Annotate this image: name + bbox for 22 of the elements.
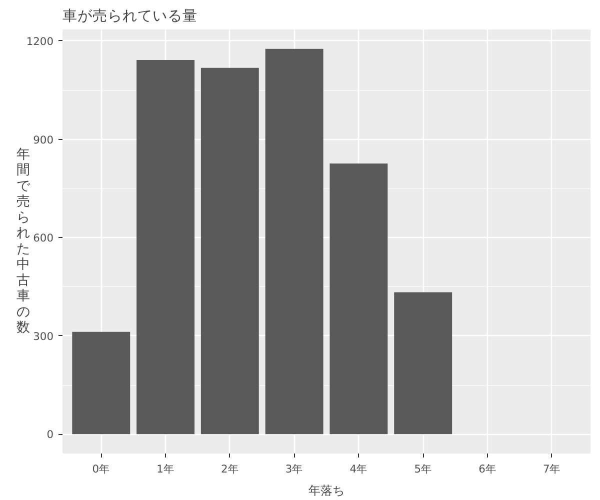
text: 年間で売られた中古車の数 (16, 147, 30, 336)
bar (394, 292, 452, 434)
x-axis-title: 年落ち (308, 484, 344, 498)
x-tick-label: 1年 (156, 462, 174, 476)
bar (330, 164, 388, 434)
x-tick-label: 7年 (542, 462, 561, 476)
bar (265, 48, 324, 434)
chart-title: 車が売られている量 (62, 8, 198, 24)
x-tick-label: 2年 (221, 462, 239, 476)
bar (200, 68, 259, 434)
y-tick-label: 600 (33, 232, 54, 245)
x-tick-label: 4年 (350, 462, 368, 476)
bar (136, 60, 194, 434)
y-tick-label: 0 (46, 428, 54, 442)
y-tick-label: 300 (33, 330, 54, 343)
y-tick-label: 900 (33, 133, 54, 146)
x-tick-label: 0年 (92, 462, 110, 476)
x-tick-label: 3年 (285, 462, 304, 476)
x-tick-label: 5年 (414, 462, 432, 476)
x-tick-label: 6年 (478, 462, 496, 476)
y-tick-label: 1200 (26, 34, 54, 48)
bar (72, 332, 130, 434)
